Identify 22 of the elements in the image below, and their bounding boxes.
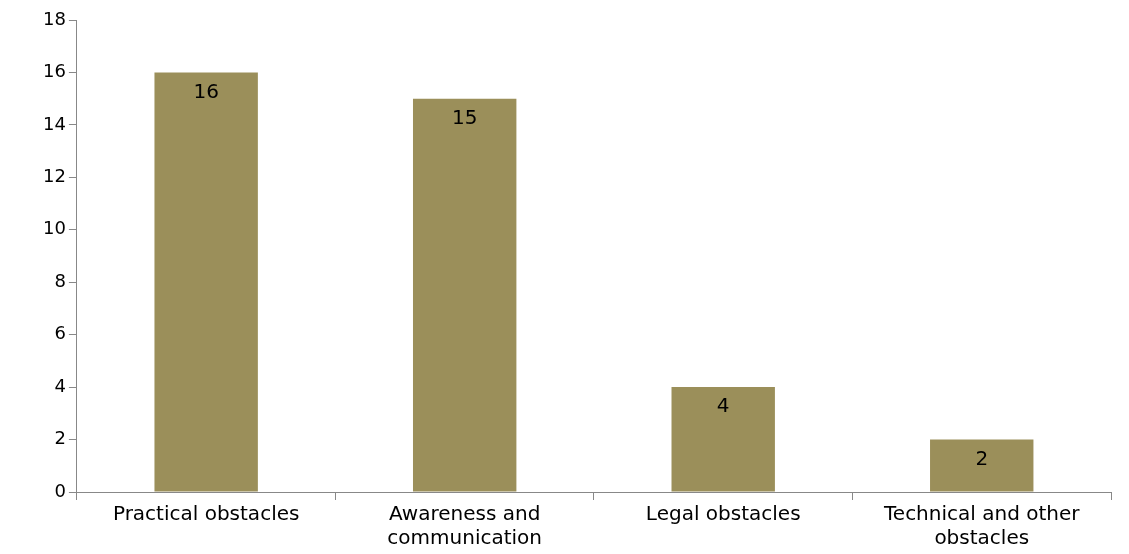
bar [154, 72, 258, 492]
data-label: 2 [975, 445, 989, 470]
bar [412, 98, 517, 492]
y-tick-label: 12 [43, 165, 66, 187]
y-tick-label: 8 [54, 269, 66, 291]
y-tick-label: 18 [43, 7, 66, 29]
y-tick-label: 14 [43, 112, 66, 134]
bar [671, 387, 775, 492]
data-label: 4 [716, 393, 730, 418]
y-tick-label: 6 [54, 322, 66, 344]
y-tick-label: 10 [43, 217, 66, 239]
y-tick-label: 0 [54, 479, 66, 501]
data-label: 15 [451, 104, 478, 129]
data-label: 16 [193, 78, 219, 103]
x-tick-label: Awareness and communication [387, 501, 543, 550]
y-tick-label: 4 [54, 374, 66, 396]
x-tick-label: Practical obstacles [112, 501, 300, 526]
x-tick-label: Legal obstacles [645, 501, 801, 526]
y-tick-label: 16 [43, 60, 66, 82]
y-tick-label: 2 [54, 427, 66, 449]
bar [930, 439, 1034, 492]
x-tick-label: Technical and other obstacles [883, 501, 1081, 550]
